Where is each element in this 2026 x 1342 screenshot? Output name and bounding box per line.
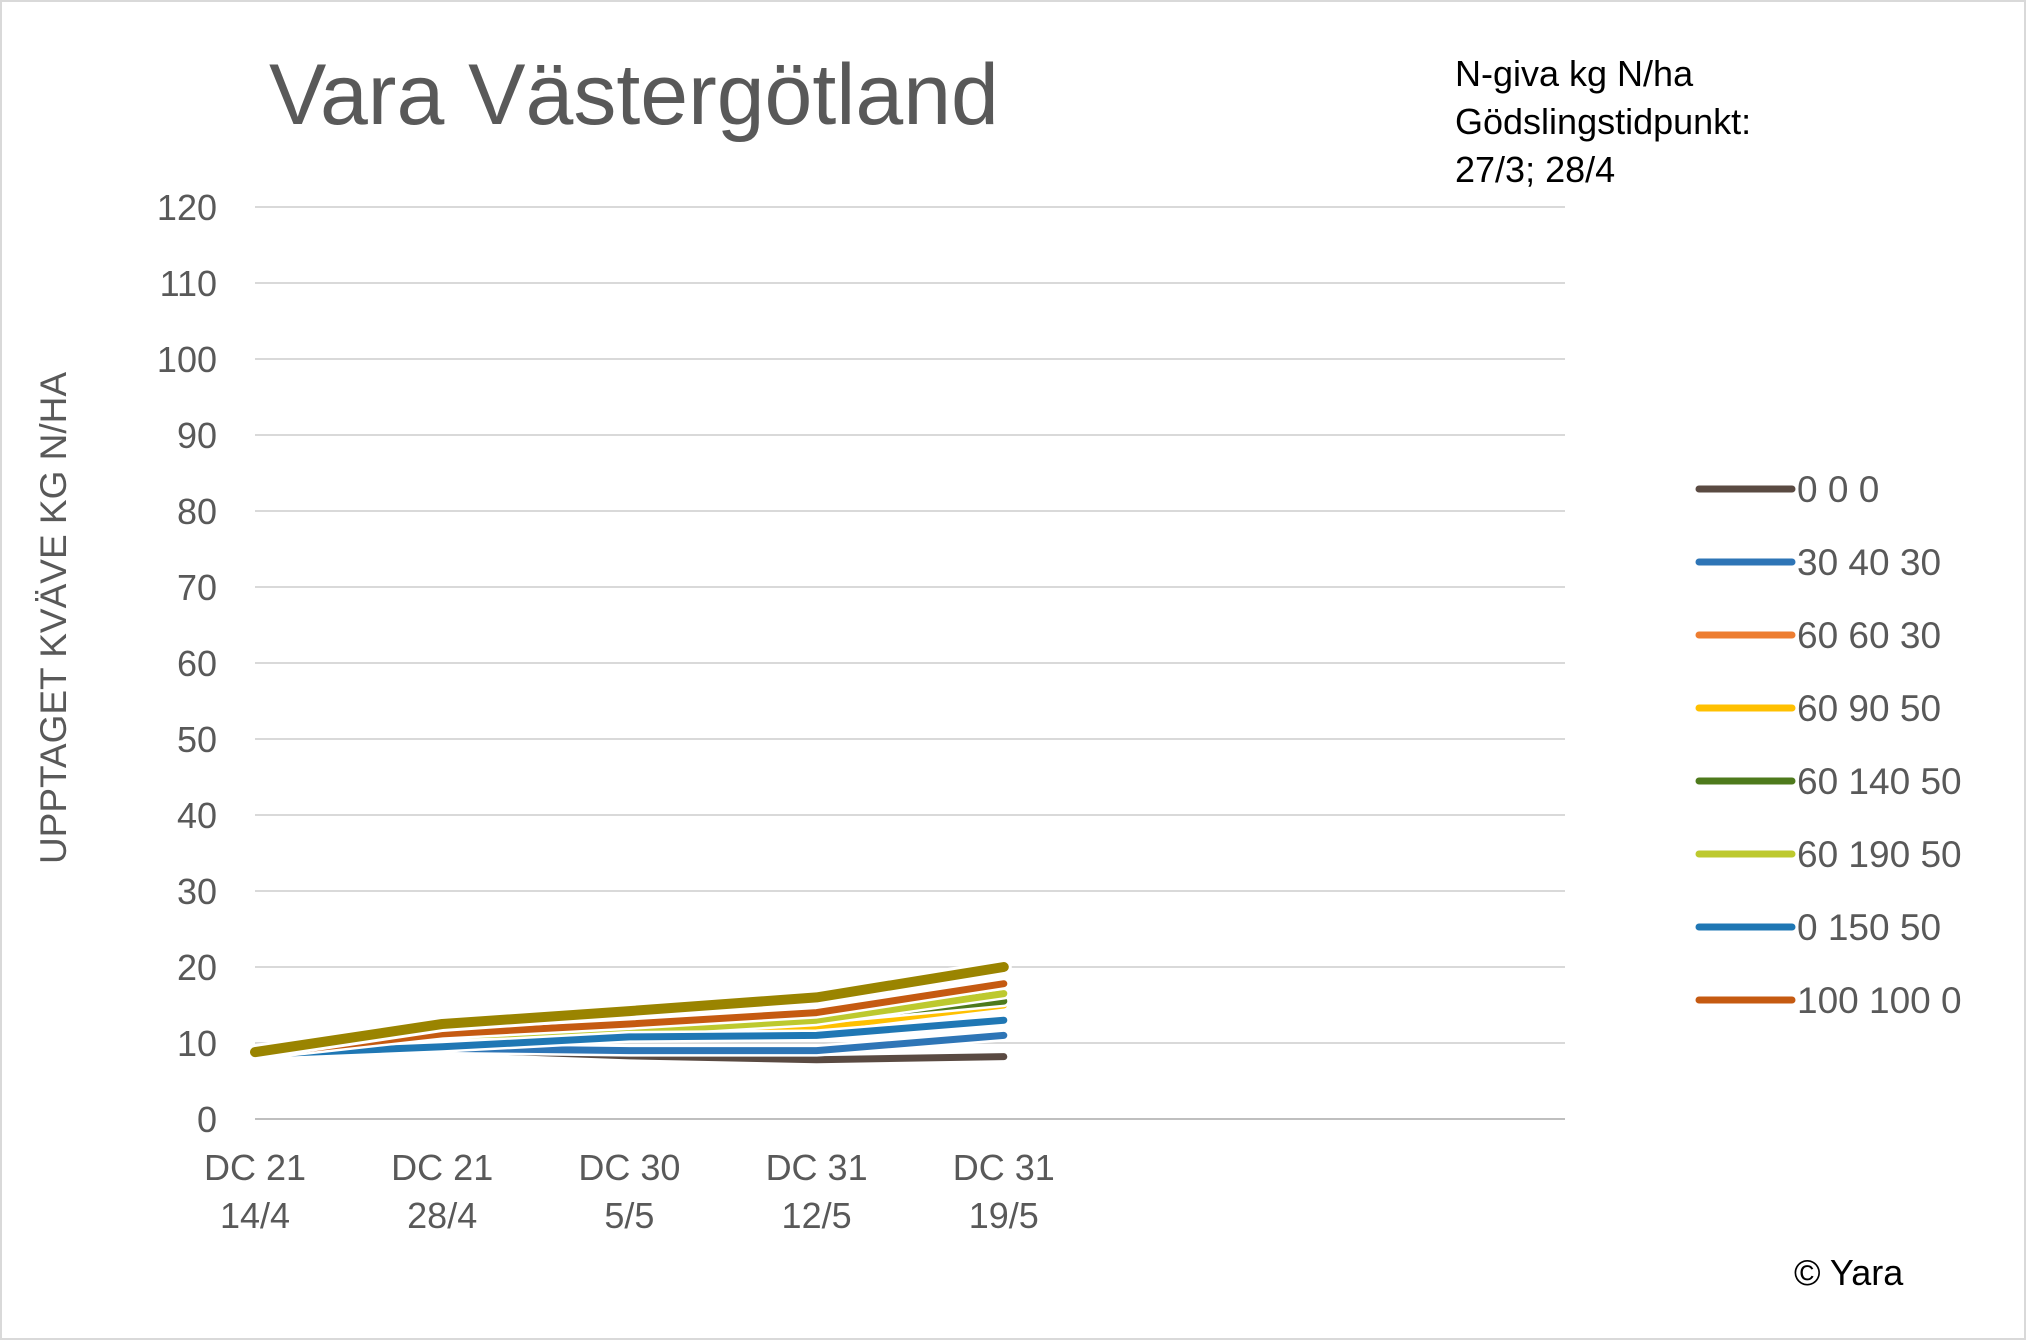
legend-label: 60 190 50 [1797, 834, 1962, 875]
y-tick-label: 100 [157, 339, 217, 380]
x-tick-label: DC 21 [204, 1147, 306, 1188]
y-tick-label: 50 [177, 719, 217, 760]
x-axis-ticks: DC 21 14/4 DC 21 28/4 DC 30 5/5 DC 31 12/5 DC 31… [204, 1147, 1055, 1236]
legend-label: 100 100 0 [1797, 980, 1962, 1021]
gridlines [255, 206, 1565, 1120]
y-axis-ticks: 0 10 20 30 40 50 60 70 80 90 100 110 120 [157, 187, 217, 1140]
y-tick-label: 0 [197, 1099, 217, 1140]
legend-label: 0 150 50 [1797, 907, 1941, 948]
y-tick-label: 30 [177, 871, 217, 912]
series-lines [247, 959, 1012, 1066]
y-tick-label: 60 [177, 643, 217, 684]
legend: 0 0 0 30 40 30 60 60 30 60 90 50 60 140 50 60… [1695, 469, 1962, 1021]
y-tick-label: 80 [177, 491, 217, 532]
legend-label: 60 90 50 [1797, 688, 1941, 729]
legend-label: 30 40 30 [1797, 542, 1941, 583]
y-tick-label: 70 [177, 567, 217, 608]
y-tick-label: 40 [177, 795, 217, 836]
info-line: N-giva kg N/ha [1455, 53, 1694, 94]
x-tick-label: DC 21 [391, 1147, 493, 1188]
x-tick-label: 28/4 [407, 1195, 477, 1236]
x-tick-label: 19/5 [969, 1195, 1039, 1236]
x-tick-label: DC 31 [953, 1147, 1055, 1188]
x-tick-label: 14/4 [220, 1195, 290, 1236]
info-line: 27/3; 28/4 [1455, 149, 1615, 190]
legend-label: 60 140 50 [1797, 761, 1962, 802]
y-tick-label: 90 [177, 415, 217, 456]
y-tick-label: 110 [160, 263, 217, 304]
fertilization-info: N-giva kg N/ha Gödslingstidpunkt: 27/3; 28… [1455, 53, 1751, 190]
series-line [251, 1016, 1008, 1058]
x-tick-label: 12/5 [782, 1195, 852, 1236]
legend-label: 60 60 30 [1797, 615, 1941, 656]
y-axis-label: UPPTAGET KVÄVE KG N/HA [33, 372, 74, 864]
y-tick-label: 120 [157, 187, 217, 228]
x-tick-label: 5/5 [604, 1195, 654, 1236]
legend-label: 0 0 0 [1797, 469, 1879, 510]
copyright-text: © Yara [1794, 1252, 1904, 1293]
y-tick-label: 20 [177, 947, 217, 988]
y-tick-label: 10 [177, 1023, 217, 1064]
info-line: Gödslingstidpunkt: [1455, 101, 1751, 142]
chart-title: Vara Västergötland [269, 47, 999, 143]
x-tick-label: DC 31 [766, 1147, 868, 1188]
x-tick-label: DC 30 [578, 1147, 680, 1188]
series-line [250, 962, 1009, 1058]
